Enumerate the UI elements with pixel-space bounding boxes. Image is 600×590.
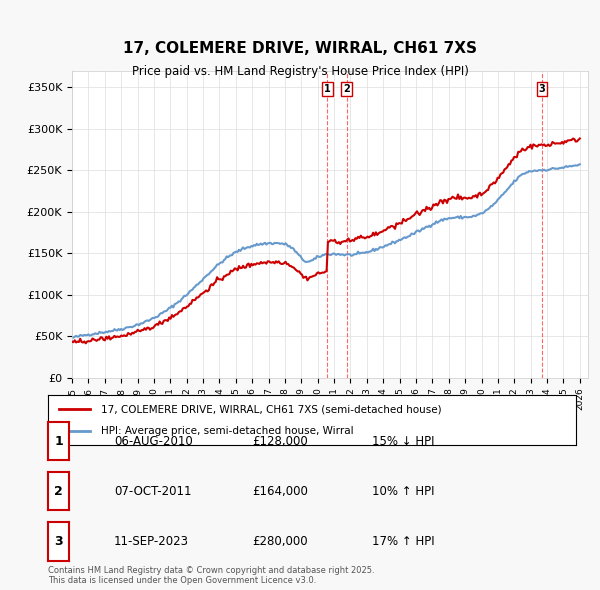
Text: £128,000: £128,000 bbox=[252, 434, 308, 448]
Text: 17% ↑ HPI: 17% ↑ HPI bbox=[372, 535, 434, 548]
Text: 07-OCT-2011: 07-OCT-2011 bbox=[114, 484, 191, 498]
Text: 17, COLEMERE DRIVE, WIRRAL, CH61 7XS: 17, COLEMERE DRIVE, WIRRAL, CH61 7XS bbox=[123, 41, 477, 56]
Text: 17, COLEMERE DRIVE, WIRRAL, CH61 7XS (semi-detached house): 17, COLEMERE DRIVE, WIRRAL, CH61 7XS (se… bbox=[101, 404, 442, 414]
Text: 2: 2 bbox=[343, 84, 350, 94]
Text: 11-SEP-2023: 11-SEP-2023 bbox=[114, 535, 189, 548]
Text: HPI: Average price, semi-detached house, Wirral: HPI: Average price, semi-detached house,… bbox=[101, 427, 353, 437]
Text: 15% ↓ HPI: 15% ↓ HPI bbox=[372, 434, 434, 448]
Text: 06-AUG-2010: 06-AUG-2010 bbox=[114, 434, 193, 448]
Text: 3: 3 bbox=[539, 84, 545, 94]
Text: £164,000: £164,000 bbox=[252, 484, 308, 498]
Text: Price paid vs. HM Land Registry's House Price Index (HPI): Price paid vs. HM Land Registry's House … bbox=[131, 65, 469, 78]
Text: 2: 2 bbox=[54, 484, 63, 498]
Text: £280,000: £280,000 bbox=[252, 535, 308, 548]
Text: 10% ↑ HPI: 10% ↑ HPI bbox=[372, 484, 434, 498]
Text: 3: 3 bbox=[54, 535, 63, 548]
Text: 1: 1 bbox=[54, 434, 63, 448]
Text: Contains HM Land Registry data © Crown copyright and database right 2025.
This d: Contains HM Land Registry data © Crown c… bbox=[48, 566, 374, 585]
Text: 1: 1 bbox=[324, 84, 331, 94]
